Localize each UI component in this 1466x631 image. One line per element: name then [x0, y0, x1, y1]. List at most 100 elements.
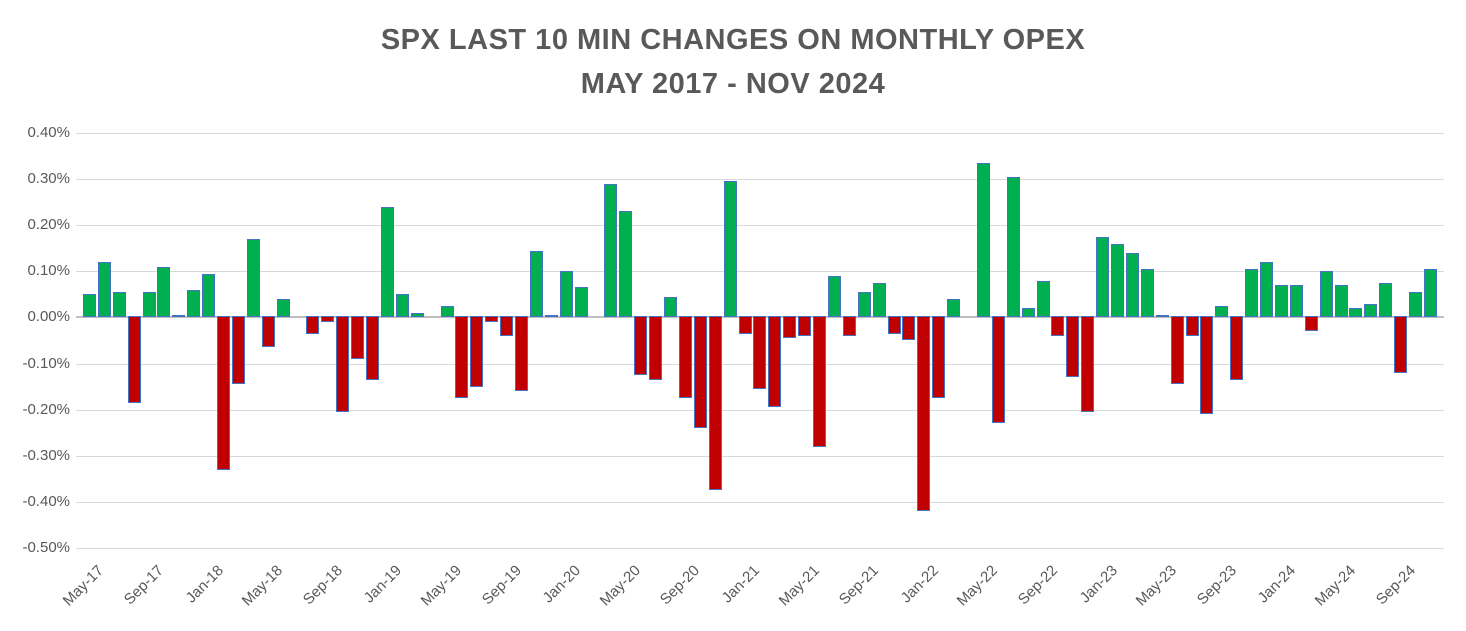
bar-Aug-22	[1021, 308, 1035, 318]
bar-Sep-23	[1215, 305, 1229, 318]
bar-Feb-23	[1111, 243, 1125, 318]
bar-Jul-23	[1185, 316, 1199, 336]
bar-Jun-19	[455, 316, 469, 399]
bar-May-17	[82, 294, 96, 318]
chart-title: SPX LAST 10 MIN CHANGES ON MONTHLY OPEX …	[0, 18, 1466, 106]
bar-Dec-22	[1081, 316, 1095, 412]
y-tick-label: 0.40%	[27, 124, 70, 141]
bar-Feb-20	[574, 287, 588, 318]
gridline	[76, 133, 1444, 134]
bar-Dec-19	[544, 315, 558, 318]
bar-Jun-20	[634, 316, 648, 376]
bar-Jun-18	[276, 299, 290, 318]
bar-Aug-23	[1200, 316, 1214, 415]
bar-Feb-19	[395, 294, 409, 318]
bar-Aug-24	[1379, 282, 1393, 318]
bar-Nov-19	[529, 250, 543, 318]
bar-May-24	[1334, 285, 1348, 318]
bar-Jun-24	[1349, 308, 1363, 318]
bar-Oct-22	[1051, 316, 1065, 336]
bar-Apr-24	[1319, 271, 1333, 318]
bar-Jan-24	[1274, 285, 1288, 318]
bar-May-18	[261, 316, 275, 348]
bar-Nov-22	[1066, 316, 1080, 378]
gridline	[76, 548, 1444, 549]
bar-Aug-20	[664, 296, 678, 318]
gridline	[76, 455, 1444, 457]
bar-Feb-21	[753, 316, 767, 389]
bar-Nov-18	[351, 316, 365, 359]
y-tick-label: -0.50%	[22, 539, 70, 556]
bar-Jan-22	[917, 316, 931, 512]
gridline	[76, 271, 1444, 273]
bar-Apr-20	[604, 183, 618, 318]
bar-Nov-20	[708, 316, 722, 491]
bar-Oct-17	[157, 266, 171, 318]
bar-Nov-23	[1245, 269, 1259, 318]
chart-title-line1: SPX LAST 10 MIN CHANGES ON MONTHLY OPEX	[380, 24, 1086, 56]
bar-Sep-24	[1394, 316, 1408, 373]
bar-Apr-23	[1140, 269, 1154, 318]
bar-Sep-19	[500, 316, 514, 336]
bar-Aug-17	[127, 316, 141, 403]
y-tick-label: 0.30%	[27, 170, 70, 188]
bar-Sep-17	[142, 292, 156, 318]
bar-Aug-18	[306, 316, 320, 334]
bar-Oct-21	[872, 282, 886, 318]
bar-May-20	[619, 211, 633, 318]
bar-May-21	[798, 316, 812, 336]
bar-Nov-21	[887, 316, 901, 334]
bar-Apr-18	[246, 239, 260, 318]
bar-Jan-23	[1096, 236, 1110, 318]
y-tick-label: -0.40%	[22, 492, 70, 510]
bar-Sep-22	[1036, 280, 1050, 318]
bar-Nov-24	[1423, 269, 1437, 318]
x-tick-label: May-17	[60, 562, 108, 610]
gridline	[76, 409, 1444, 411]
bar-Jun-17	[97, 262, 111, 318]
bar-Feb-18	[217, 316, 231, 470]
y-tick-label: 0.20%	[27, 216, 70, 234]
bar-Oct-24	[1409, 292, 1423, 318]
bar-Jan-21	[738, 316, 752, 334]
bar-Dec-18	[366, 316, 380, 380]
y-tick-label: -0.20%	[22, 400, 70, 418]
bar-Jun-23	[1170, 316, 1184, 385]
bar-Dec-17	[187, 289, 201, 318]
bar-Aug-21	[842, 316, 856, 336]
y-tick-label: -0.10%	[22, 354, 70, 372]
bar-Jul-20	[649, 316, 663, 380]
bar-Oct-23	[1230, 316, 1244, 380]
bar-Mar-18	[231, 316, 245, 385]
bar-Jul-19	[470, 316, 484, 387]
gridline	[76, 225, 1444, 227]
bar-Apr-21	[783, 316, 797, 339]
bar-Mar-24	[1304, 316, 1318, 332]
gridline	[76, 501, 1444, 503]
bar-Jul-22	[1006, 176, 1020, 318]
chart-title-line2: MAY 2017 - NOV 2024	[580, 68, 886, 100]
bar-Mar-21	[768, 316, 782, 408]
bar-Mar-19	[410, 312, 424, 318]
bar-Jan-18	[202, 273, 216, 318]
bar-Sep-21	[857, 292, 871, 318]
y-tick-label: 0.10%	[27, 262, 70, 280]
bar-Jun-22	[991, 316, 1005, 424]
bar-Jul-24	[1364, 303, 1378, 318]
bar-May-22	[976, 162, 990, 318]
bar-Sep-18	[321, 316, 335, 323]
bar-Mar-23	[1125, 252, 1139, 318]
bar-Mar-22	[947, 299, 961, 318]
bar-Oct-19	[515, 316, 529, 392]
bar-Jul-17	[112, 292, 126, 318]
bar-Jul-21	[827, 275, 841, 318]
y-tick-label: 0.00%	[27, 308, 70, 326]
bar-Feb-24	[1289, 285, 1303, 318]
bar-Dec-20	[723, 181, 737, 318]
bar-Oct-18	[336, 316, 350, 412]
gridline	[76, 179, 1444, 181]
bar-Aug-19	[485, 316, 499, 323]
bar-May-19	[440, 305, 454, 318]
bar-Jan-19	[380, 206, 394, 318]
